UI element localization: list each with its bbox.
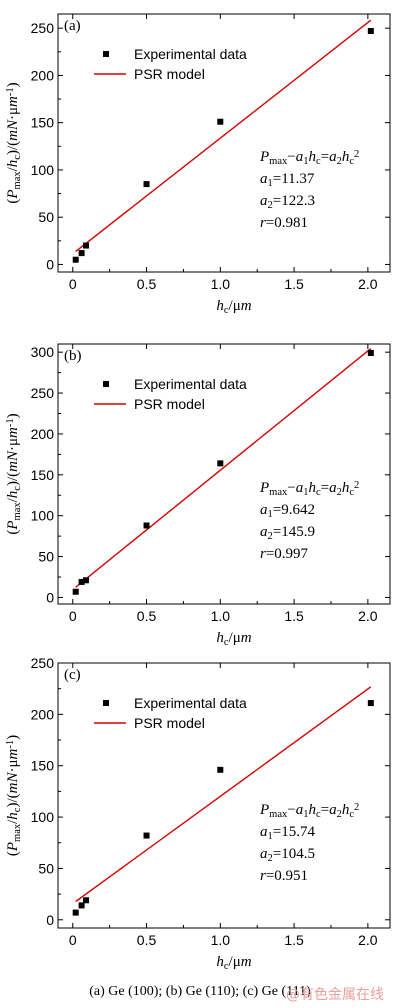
data-point [217,460,224,467]
y-tick-label: 50 [38,549,54,565]
legend-label: PSR model [134,715,205,731]
y-tick-label: 250 [31,20,55,36]
x-axis-label: hc/μm [216,954,251,972]
x-tick-label: 1.5 [284,276,304,292]
y-tick-label: 150 [31,758,55,774]
x-tick-label: 0.5 [137,608,157,624]
legend-label: Experimental data [134,376,247,392]
x-axis-label: hc/μm [216,630,251,648]
plot-frame [57,343,391,605]
data-point [72,256,79,263]
psr-model-line [75,19,372,252]
watermark-text: @有色金属在线 [286,987,384,1003]
data-point [72,588,79,595]
data-point [143,181,150,188]
y-tick-label: 100 [31,162,55,178]
x-axis-label: hc/μm [216,298,251,316]
x-tick-label: 2.0 [358,608,378,624]
data-point [83,577,90,584]
panel-label: (b) [64,348,82,364]
legend-label: Experimental data [134,46,247,62]
y-tick-label: 200 [31,706,55,722]
data-point [143,522,150,529]
y-tick-label: 250 [31,385,55,401]
data-point [143,832,150,839]
data-point [217,766,224,773]
equation-a2: a2=145.9 [260,524,315,542]
data-point [78,250,85,257]
legend-label: PSR model [134,396,205,412]
y-tick-label: 150 [31,115,55,131]
equation-r: r=0.997 [260,546,309,562]
x-tick-label: 0 [69,276,77,292]
data-point [78,902,85,909]
y-tick-label: 50 [38,860,54,876]
x-tick-label: 0 [69,608,77,624]
y-tick-label: 200 [31,67,55,83]
y-tick-label: 300 [31,344,55,360]
chart-panel: 0 0.5 1.0 1.5 2.0 0 50 100 150 200 250 (c) hc/μm (Pma… [5,655,391,972]
data-point [367,28,374,35]
figure-canvas: 0 0.5 1.0 1.5 2.0 0 50 100 150 200 250 (a) hc/μm (Pma… [5,13,391,972]
y-tick-label: 250 [31,655,55,671]
legend-marker [103,51,109,57]
data-point [217,118,224,125]
chart-panel: 0 0.5 1.0 1.5 2.0 0 50 100 150 200 250 300 (b) hc/μm (… [5,343,391,648]
equation-r: r=0.951 [260,868,308,884]
equation-a2: a2=104.5 [260,846,315,864]
equation-formula: Pmax−a1hc=a2hc2 [259,149,359,167]
panel-label: (c) [64,667,81,683]
legend-marker [103,700,109,706]
x-tick-label: 2.0 [358,932,378,948]
equation-a1: a1=9.642 [260,502,315,520]
y-tick-label: 100 [31,809,55,825]
legend-marker [103,381,109,387]
y-tick-label: 100 [31,508,55,524]
y-tick-label: 0 [46,589,54,605]
equation-a1: a1=11.37 [260,171,315,189]
y-tick-label: 150 [31,467,55,483]
equation-r: r=0.981 [260,215,308,231]
y-axis-label: (Pmax/hc)/(mN·μm-1) [5,82,23,203]
y-tick-label: 50 [38,209,54,225]
plot-frame [57,662,391,929]
data-point [72,909,79,916]
legend-label: PSR model [134,66,205,82]
panel-label: (a) [64,18,81,34]
x-tick-label: 1.0 [211,276,231,292]
x-tick-label: 0.5 [137,276,157,292]
x-tick-label: 1.0 [211,932,231,948]
y-tick-label: 0 [46,912,54,928]
data-point [83,897,90,904]
x-tick-label: 1.5 [284,608,304,624]
legend-label: Experimental data [134,695,247,711]
equation-formula: Pmax−a1hc=a2hc2 [259,802,359,820]
x-tick-label: 2.0 [358,276,378,292]
figure-caption: (a) Ge (100); (b) Ge (110); (c) Ge (111) [89,984,311,999]
x-tick-label: 1.5 [284,932,304,948]
data-point [83,242,90,249]
data-point [367,349,374,356]
y-axis-label: (Pmax/hc)/(mN·μm-1) [5,735,23,856]
psr-model-line [75,686,372,903]
y-tick-label: 200 [31,426,55,442]
equation-formula: Pmax−a1hc=a2hc2 [259,480,359,498]
x-tick-label: 0 [69,932,77,948]
equation-a2: a2=122.3 [260,193,315,211]
chart-panel: 0 0.5 1.0 1.5 2.0 0 50 100 150 200 250 (a) hc/μm (Pma… [5,13,391,316]
y-axis-label: (Pmax/hc)/(mN·μm-1) [5,413,23,534]
x-tick-label: 0.5 [137,932,157,948]
plot-frame [57,13,391,273]
x-tick-label: 1.0 [211,608,231,624]
data-point [78,578,85,585]
psr-model-line [75,348,372,588]
y-tick-label: 0 [46,256,54,272]
equation-a1: a1=15.74 [260,824,315,842]
data-point [367,700,374,707]
